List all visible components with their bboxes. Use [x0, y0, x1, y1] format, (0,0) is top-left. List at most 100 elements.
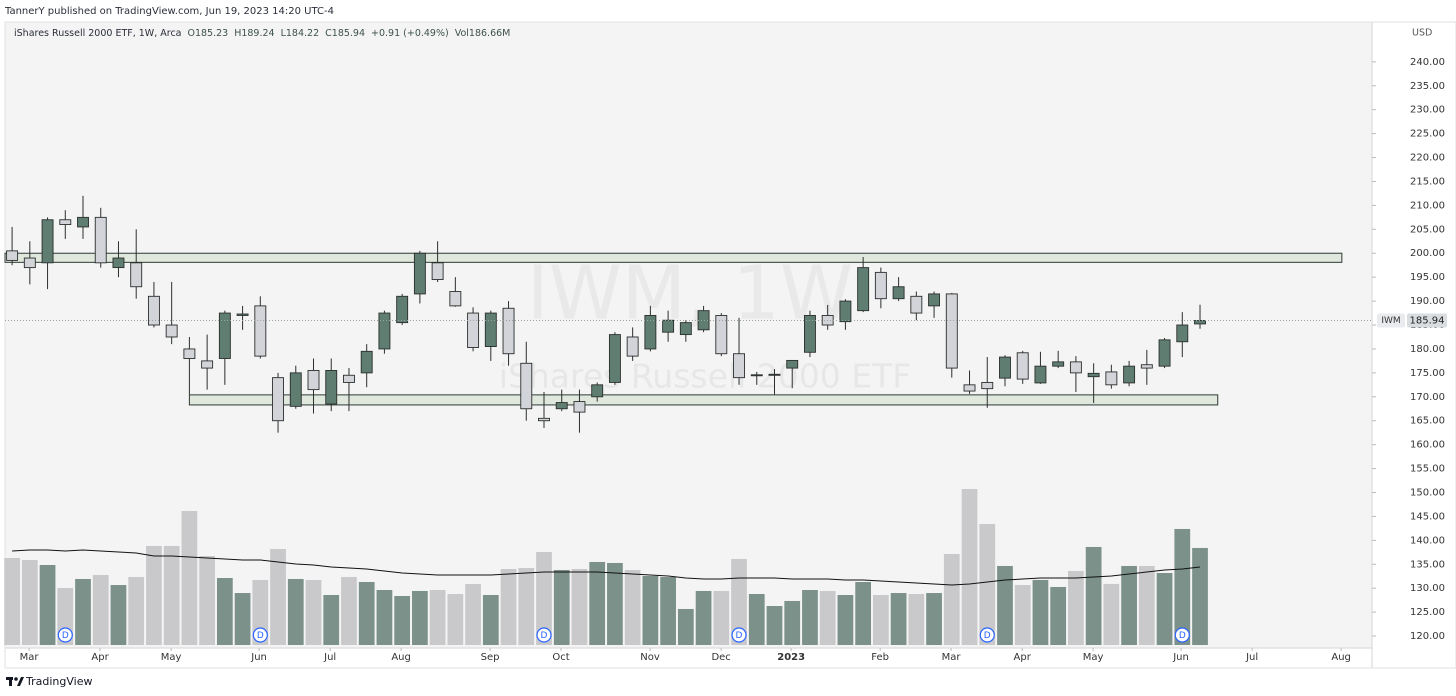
volume-bar	[1192, 547, 1208, 645]
candle-body	[130, 262, 143, 288]
legend-value: C185.94	[325, 28, 365, 39]
y-tick-label: 240.00	[1410, 57, 1445, 68]
volume-bar	[1014, 585, 1031, 645]
candle-body	[715, 314, 728, 355]
y-tick-label: 160.00	[1410, 440, 1445, 451]
candle-body	[413, 252, 426, 295]
candle-body	[307, 370, 320, 391]
volume-bar	[270, 548, 286, 645]
candle-body	[1034, 365, 1047, 384]
candle-body	[1105, 371, 1118, 386]
volume-bar	[199, 556, 215, 645]
candle-body	[165, 324, 178, 338]
volume-bar	[181, 510, 198, 645]
x-tick-label: Jun	[250, 652, 267, 663]
volume-bar	[713, 590, 730, 645]
candle-body	[573, 401, 586, 413]
x-tick-label: 2023	[777, 652, 805, 663]
volume-bar	[660, 577, 676, 645]
candle-body	[1158, 339, 1171, 367]
volume-bar	[394, 595, 411, 645]
x-tick-label: Sep	[481, 652, 500, 663]
volume-bar	[323, 594, 340, 645]
volume-bar	[429, 590, 446, 645]
candle-body	[343, 374, 355, 383]
candle-body	[928, 293, 941, 307]
volume-bar	[553, 569, 570, 645]
volume-bar	[589, 561, 606, 645]
candle-body	[981, 381, 994, 390]
publisher-line: TannerY published on TradingView.com, Ju…	[4, 6, 334, 17]
dividend-label: D	[257, 631, 264, 641]
y-tick-label: 145.00	[1410, 511, 1445, 522]
volume-bar	[146, 545, 162, 645]
volume-bar	[216, 577, 233, 645]
volume-bar	[21, 560, 38, 645]
y-tick-label: 120.00	[1410, 631, 1445, 642]
x-tick-label: Mar	[20, 652, 40, 663]
x-tick-label: Feb	[871, 652, 889, 663]
candle-body	[679, 322, 692, 336]
y-tick-label: 215.00	[1410, 176, 1445, 187]
candle-body	[1176, 324, 1189, 343]
candle-body	[183, 348, 196, 359]
volume-bar	[979, 523, 996, 645]
candle-body	[289, 372, 302, 407]
candle-body	[1123, 365, 1136, 384]
dividend-marker	[979, 627, 995, 643]
candle-body	[484, 312, 497, 347]
legend-value: +0.91 (+0.49%)	[371, 28, 449, 39]
currency: USD	[1412, 28, 1432, 39]
footer-brand: TradingView	[25, 675, 92, 688]
candle-body	[59, 219, 72, 225]
volume-bar	[1103, 583, 1120, 645]
symbol-tag-label: IWM	[1381, 316, 1400, 326]
legend-description: iShares Russell 2000 ETF, 1W, Arca	[14, 28, 181, 39]
last-price-label: 185.94	[1410, 316, 1445, 327]
volume-bar	[1032, 579, 1049, 645]
x-tick-label: Dec	[711, 652, 730, 663]
candle-body	[1052, 361, 1065, 367]
volume-bar	[1050, 586, 1067, 645]
y-tick-label: 190.00	[1410, 296, 1445, 307]
volume-bar	[837, 594, 854, 645]
x-tick-label: Mar	[942, 652, 962, 663]
volume-bar	[943, 553, 960, 645]
x-tick-label: Aug	[1331, 652, 1351, 663]
dividend-marker	[536, 627, 552, 643]
candle-body	[591, 384, 604, 398]
candle-body	[94, 216, 107, 264]
y-tick-label: 180.00	[1410, 344, 1445, 355]
candle-body	[112, 257, 125, 269]
candle-body	[804, 314, 816, 353]
y-tick-label: 130.00	[1410, 583, 1445, 594]
volume-bar	[234, 593, 251, 645]
y-tick-label: 200.00	[1410, 248, 1445, 259]
volume-bar	[75, 578, 91, 645]
candle-body	[892, 286, 905, 300]
y-tick-label: 195.00	[1410, 272, 1445, 283]
dividend-marker	[57, 627, 73, 643]
candle-body	[1194, 320, 1206, 325]
candle-body	[999, 356, 1011, 379]
candle-body	[449, 291, 462, 307]
dividend-marker	[252, 627, 268, 643]
y-tick-label: 140.00	[1410, 535, 1445, 546]
volume-bar	[997, 565, 1013, 645]
y-tick-label: 155.00	[1410, 464, 1445, 475]
candle-body	[396, 295, 409, 324]
candle-body	[467, 312, 480, 348]
logo-part	[14, 677, 18, 681]
volume-bar	[855, 581, 872, 645]
volume-bar	[358, 581, 375, 645]
y-tick-label: 165.00	[1410, 416, 1445, 427]
legend-value: L184.22	[281, 28, 320, 39]
volume-bar	[873, 594, 889, 645]
volume-bar	[1085, 546, 1102, 645]
x-tick-label: Jul	[323, 652, 336, 663]
volume-bar	[642, 575, 659, 645]
candle-body	[945, 293, 958, 369]
volume-bar	[677, 608, 694, 645]
logo-part	[9, 677, 12, 686]
volume-bar	[110, 585, 127, 645]
